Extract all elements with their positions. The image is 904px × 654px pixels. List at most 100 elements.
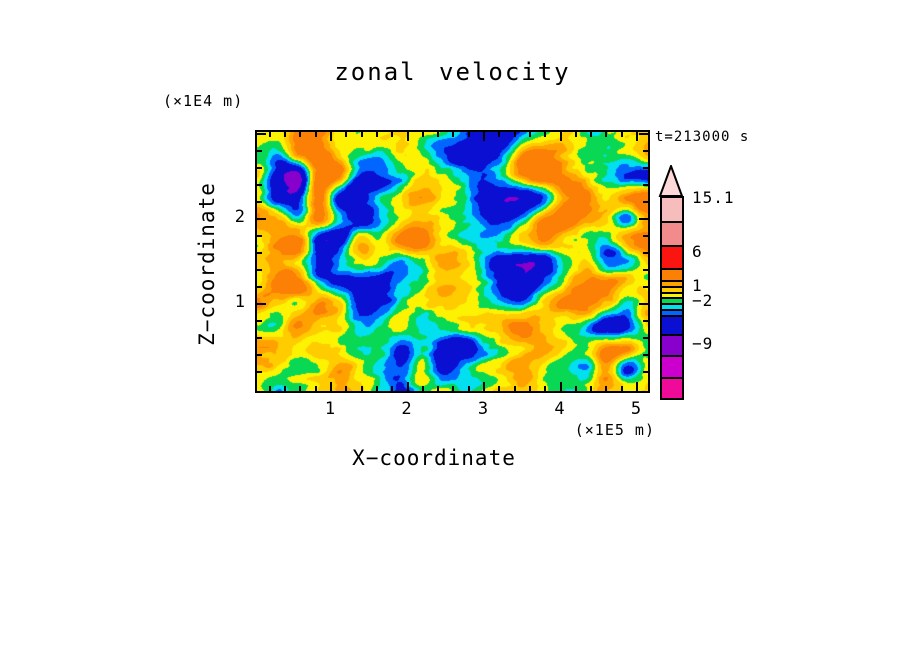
colorbar-segment bbox=[662, 280, 682, 286]
tick-mark bbox=[467, 386, 470, 391]
tick-mark bbox=[330, 132, 332, 141]
colorbar-segment bbox=[662, 198, 682, 221]
tick-mark bbox=[406, 132, 409, 141]
x-tick-label: 1 bbox=[324, 399, 336, 419]
y-tick-label: 2 bbox=[234, 207, 245, 227]
tick-mark bbox=[257, 218, 266, 220]
tick-mark bbox=[360, 132, 363, 137]
tick-mark bbox=[391, 386, 394, 391]
colorbar-segment bbox=[662, 292, 682, 297]
tick-mark bbox=[257, 133, 266, 135]
tick-mark bbox=[345, 386, 348, 391]
x-axis-units-label: (×1E5 m) bbox=[574, 421, 655, 439]
tick-mark bbox=[257, 286, 262, 288]
colorbar-segment bbox=[662, 355, 682, 377]
tick-mark bbox=[643, 320, 648, 322]
colorbar-tick-label: −2 bbox=[692, 291, 714, 310]
colorbar-segment bbox=[662, 315, 682, 334]
tick-mark bbox=[643, 269, 648, 271]
tick-mark bbox=[498, 386, 501, 391]
colorbar-segment bbox=[662, 303, 682, 309]
tick-mark bbox=[257, 252, 262, 254]
tick-mark bbox=[452, 132, 455, 137]
tick-mark bbox=[643, 184, 648, 186]
tick-mark bbox=[284, 386, 287, 391]
colorbar-segment bbox=[662, 297, 682, 303]
tick-mark bbox=[391, 132, 394, 137]
tick-mark bbox=[314, 386, 317, 391]
colorbar-segment bbox=[662, 245, 682, 268]
plot-area bbox=[255, 130, 650, 393]
tick-mark bbox=[437, 386, 440, 391]
tick-mark bbox=[639, 218, 648, 220]
tick-mark bbox=[498, 132, 501, 137]
tick-mark bbox=[643, 150, 648, 152]
tick-mark bbox=[257, 337, 262, 339]
tick-mark bbox=[639, 303, 648, 305]
colorbar bbox=[660, 196, 684, 400]
tick-mark bbox=[284, 132, 287, 137]
tick-mark bbox=[559, 382, 562, 391]
colorbar-arrow-icon bbox=[658, 165, 684, 197]
x-tick-label: 4 bbox=[554, 399, 565, 419]
tick-mark bbox=[483, 382, 485, 391]
tick-mark bbox=[437, 132, 440, 137]
colorbar-tick-label: −9 bbox=[692, 334, 714, 353]
y-axis-title: Z−coordinate bbox=[195, 182, 219, 346]
tick-mark bbox=[528, 386, 531, 391]
y-axis-units-label: (×1E4 m) bbox=[163, 92, 244, 110]
tick-mark bbox=[643, 354, 648, 356]
tick-mark bbox=[421, 132, 424, 137]
tick-mark bbox=[605, 386, 608, 391]
tick-mark bbox=[643, 252, 648, 254]
tick-mark bbox=[643, 201, 648, 203]
tick-mark bbox=[257, 303, 266, 305]
tick-mark bbox=[257, 184, 262, 186]
colorbar-segment bbox=[662, 268, 682, 280]
tick-mark bbox=[590, 386, 593, 391]
tick-mark bbox=[483, 132, 485, 141]
tick-mark bbox=[544, 132, 547, 137]
tick-mark bbox=[330, 382, 332, 391]
tick-mark bbox=[268, 386, 271, 391]
colorbar-segment bbox=[662, 334, 682, 355]
tick-mark bbox=[257, 320, 262, 322]
tick-mark bbox=[528, 132, 531, 137]
tick-mark bbox=[590, 132, 593, 137]
tick-mark bbox=[636, 132, 638, 141]
x-axis-title: X−coordinate bbox=[352, 446, 516, 470]
tick-mark bbox=[257, 167, 262, 169]
tick-mark bbox=[574, 386, 577, 391]
tick-mark bbox=[314, 132, 317, 137]
tick-mark bbox=[643, 286, 648, 288]
x-tick-label: 3 bbox=[477, 399, 489, 419]
tick-mark bbox=[643, 371, 648, 373]
tick-mark bbox=[257, 371, 262, 373]
tick-mark bbox=[452, 386, 455, 391]
tick-mark bbox=[421, 386, 424, 391]
tick-mark bbox=[375, 132, 378, 137]
tick-mark bbox=[299, 386, 302, 391]
colorbar-tick-label: 6 bbox=[692, 242, 703, 261]
tick-mark bbox=[406, 382, 409, 391]
tick-mark bbox=[643, 235, 648, 237]
x-tick-label: 2 bbox=[401, 399, 412, 419]
tick-mark bbox=[360, 386, 363, 391]
colorbar-segment bbox=[662, 377, 682, 398]
tick-mark bbox=[620, 132, 623, 137]
tick-mark bbox=[574, 132, 577, 137]
tick-mark bbox=[639, 133, 648, 135]
tick-mark bbox=[257, 201, 262, 203]
tick-mark bbox=[605, 132, 608, 137]
tick-mark bbox=[643, 167, 648, 169]
colorbar-tick-label: 15.1 bbox=[692, 188, 735, 207]
tick-mark bbox=[636, 382, 638, 391]
heatmap-canvas bbox=[257, 132, 648, 391]
chart-title: zonal velocity bbox=[334, 58, 571, 86]
tick-mark bbox=[257, 150, 262, 152]
tick-mark bbox=[257, 235, 262, 237]
tick-mark bbox=[620, 386, 623, 391]
y-tick-label: 1 bbox=[234, 292, 245, 312]
x-tick-label: 5 bbox=[630, 399, 642, 419]
